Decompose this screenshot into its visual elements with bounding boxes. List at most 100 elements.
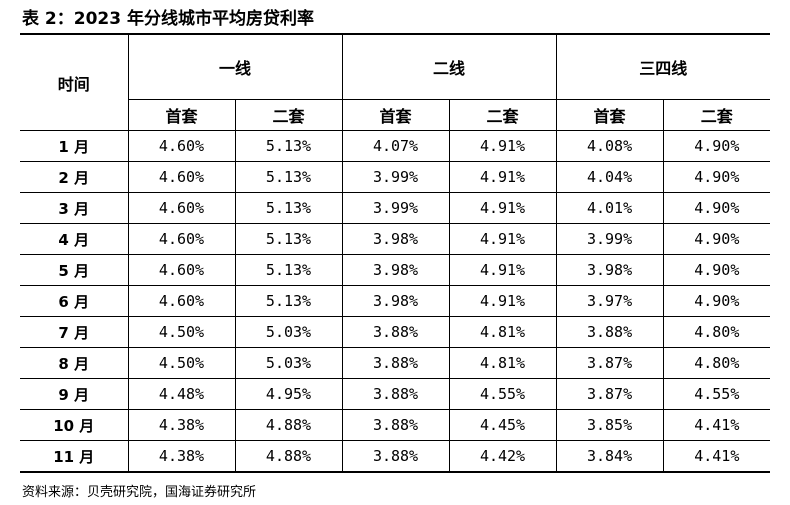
rate-cell: 4.38% [127, 409, 236, 441]
rate-cell: 5.13% [234, 161, 343, 193]
rate-cell: 4.60% [127, 254, 236, 286]
table-row: 4 月 4.60% 5.13% 3.98% 4.91% 3.99% 4.90% [20, 223, 771, 255]
table-body: 1 月 4.60% 5.13% 4.07% 4.91% 4.08% 4.90% 2 月 4.60… [20, 130, 771, 473]
sub-header: 首套 [128, 99, 236, 131]
month-cell: 4 月 [20, 223, 129, 255]
month-cell: 2 月 [20, 161, 129, 193]
rate-cell: 3.84% [555, 440, 664, 473]
month-cell: 5 月 [20, 254, 129, 286]
table-row: 9 月 4.48% 4.95% 3.88% 4.55% 3.87% 4.55% [20, 378, 771, 410]
month-cell: 11 月 [20, 440, 129, 473]
rate-cell: 4.91% [448, 161, 557, 193]
table-row: 10 月 4.38% 4.88% 3.88% 4.45% 3.85% 4.41% [20, 409, 771, 441]
rate-cell: 3.88% [341, 347, 450, 379]
rate-cell: 4.60% [127, 192, 236, 224]
rate-cell: 4.91% [448, 254, 557, 286]
table-row: 3 月 4.60% 5.13% 3.99% 4.91% 4.01% 4.90% [20, 192, 771, 224]
month-cell: 1 月 [20, 130, 129, 162]
month-cell: 6 月 [20, 285, 129, 317]
rate-cell: 5.13% [234, 130, 343, 162]
rate-cell: 4.91% [448, 285, 557, 317]
rate-cell: 3.98% [341, 223, 450, 255]
sub-header: 首套 [341, 99, 450, 131]
table-row: 11 月 4.38% 4.88% 3.88% 4.42% 3.84% 4.41% [20, 440, 771, 473]
rate-cell: 3.88% [341, 316, 450, 348]
rate-cell: 5.03% [234, 347, 343, 379]
rate-cell: 3.85% [555, 409, 664, 441]
rate-cell: 4.91% [448, 192, 557, 224]
rate-cell: 4.60% [127, 285, 236, 317]
rate-cell: 4.01% [555, 192, 664, 224]
rate-cell: 3.98% [341, 285, 450, 317]
rate-cell: 4.90% [662, 254, 771, 286]
rate-cell: 4.90% [662, 223, 771, 255]
rate-cell: 4.08% [555, 130, 664, 162]
rate-cell: 3.99% [555, 223, 664, 255]
rate-cell: 4.48% [127, 378, 236, 410]
rate-cell: 4.55% [448, 378, 557, 410]
rate-cell: 4.41% [662, 409, 771, 441]
rate-cell: 4.41% [662, 440, 771, 473]
rate-cell: 3.87% [555, 347, 664, 379]
rate-cell: 3.88% [341, 440, 450, 473]
rate-cell: 3.99% [341, 192, 450, 224]
group-header-tier1: 一线 [127, 33, 343, 100]
group-header-tier2: 二线 [341, 33, 557, 100]
rate-cell: 5.13% [234, 223, 343, 255]
month-cell: 10 月 [20, 409, 129, 441]
table-row: 2 月 4.60% 5.13% 3.99% 4.91% 4.04% 4.90% [20, 161, 771, 193]
rate-cell: 5.03% [234, 316, 343, 348]
table-row: 5 月 4.60% 5.13% 3.98% 4.91% 3.98% 4.90% [20, 254, 771, 286]
rate-cell: 4.81% [448, 316, 557, 348]
month-cell: 9 月 [20, 378, 129, 410]
rate-cell: 4.88% [234, 440, 343, 473]
rate-cell: 4.90% [662, 130, 771, 162]
rate-cell: 4.60% [127, 161, 236, 193]
month-cell: 7 月 [20, 316, 129, 348]
month-cell: 8 月 [20, 347, 129, 379]
rate-cell: 5.13% [234, 285, 343, 317]
rate-cell: 4.60% [127, 130, 236, 162]
rate-cell: 4.80% [662, 347, 771, 379]
group-header-tier3-4: 三四线 [555, 33, 771, 100]
rate-cell: 4.91% [448, 223, 557, 255]
source-note: 资料来源：贝壳研究院，国海证券研究所 [22, 485, 257, 500]
rate-cell: 5.13% [234, 192, 343, 224]
rate-cell: 4.90% [662, 285, 771, 317]
table-row: 1 月 4.60% 5.13% 4.07% 4.91% 4.08% 4.90% [20, 130, 771, 162]
rate-cell: 4.90% [662, 161, 771, 193]
rate-cell: 5.13% [234, 254, 343, 286]
rate-cell: 3.87% [555, 378, 664, 410]
rate-cell: 4.60% [127, 223, 236, 255]
rate-cell: 3.98% [555, 254, 664, 286]
table-title: 表 2：2023 年分线城市平均房贷利率 [22, 9, 314, 29]
rate-cell: 4.80% [662, 316, 771, 348]
rate-cell: 4.95% [234, 378, 343, 410]
rate-cell: 4.81% [448, 347, 557, 379]
rate-cell: 3.88% [555, 316, 664, 348]
rate-cell: 4.04% [555, 161, 664, 193]
rate-cell: 4.50% [127, 347, 236, 379]
table-row: 8 月 4.50% 5.03% 3.88% 4.81% 3.87% 4.80% [20, 347, 771, 379]
sub-header: 二套 [662, 99, 771, 131]
rate-cell: 4.07% [341, 130, 450, 162]
sub-header: 二套 [234, 99, 343, 131]
rate-cell: 4.88% [234, 409, 343, 441]
mortgage-rate-table: 时间 一线 二线 三四线 首套 二套 首套 二套 首套 二套 1 月 4.60% 5… [20, 33, 771, 473]
rate-cell: 4.45% [448, 409, 557, 441]
table-row: 6 月 4.60% 5.13% 3.98% 4.91% 3.97% 4.90% [20, 285, 771, 317]
rate-cell: 4.90% [662, 192, 771, 224]
time-header: 时间 [20, 33, 129, 131]
rate-cell: 3.97% [555, 285, 664, 317]
rate-cell: 4.42% [448, 440, 557, 473]
rate-cell: 3.88% [341, 378, 450, 410]
rate-cell: 4.50% [127, 316, 236, 348]
sub-header: 首套 [555, 99, 664, 131]
rate-cell: 4.38% [127, 440, 236, 473]
sub-header: 二套 [448, 99, 557, 131]
rate-cell: 4.91% [448, 130, 557, 162]
rate-table-container: 时间 一线 二线 三四线 首套 二套 首套 二套 首套 二套 1 月 4.60% 5… [20, 33, 771, 473]
month-cell: 3 月 [20, 192, 129, 224]
table-row: 7 月 4.50% 5.03% 3.88% 4.81% 3.88% 4.80% [20, 316, 771, 348]
rate-cell: 3.88% [341, 409, 450, 441]
